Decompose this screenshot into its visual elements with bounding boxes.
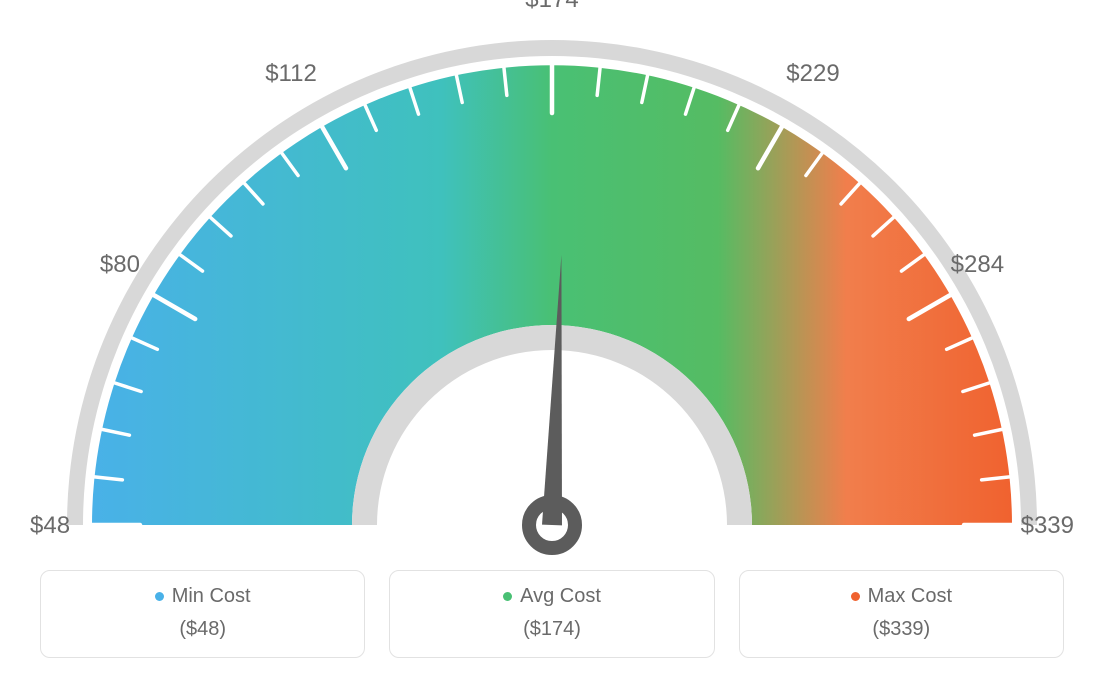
legend-card: Min Cost ($48) bbox=[40, 570, 365, 658]
legend-bullet-icon bbox=[155, 592, 164, 601]
gauge-tick-label: $284 bbox=[951, 251, 1004, 278]
gauge-tick-label: $229 bbox=[786, 60, 839, 87]
legend-row: Min Cost ($48) Avg Cost ($174) Max Cost ($339… bbox=[0, 570, 1104, 658]
legend-card: Avg Cost ($174) bbox=[389, 570, 714, 658]
legend-value: ($339) bbox=[740, 618, 1063, 641]
gauge-tick-label: $174 bbox=[525, 0, 578, 13]
gauge-tick-label: $80 bbox=[100, 251, 140, 278]
legend-label: Min Cost bbox=[172, 585, 251, 608]
gauge-chart: $48 $80 $112 $174 $229 $284 $339 bbox=[0, 0, 1104, 560]
legend-title: Avg Cost bbox=[503, 585, 601, 608]
legend-value: ($48) bbox=[41, 618, 364, 641]
gauge-region: $48 $80 $112 $174 $229 $284 $339 bbox=[0, 0, 1104, 560]
gauge-tick-label: $48 bbox=[30, 512, 70, 539]
legend-bullet-icon bbox=[851, 592, 860, 601]
cost-gauge-container: $48 $80 $112 $174 $229 $284 $339 Min Cost ($48)… bbox=[0, 0, 1104, 690]
gauge-tick-label: $339 bbox=[1021, 512, 1074, 539]
gauge-tick-label: $112 bbox=[265, 60, 317, 87]
legend-title: Max Cost bbox=[851, 585, 952, 608]
legend-title: Min Cost bbox=[155, 585, 251, 608]
legend-bullet-icon bbox=[503, 592, 512, 601]
legend-value: ($174) bbox=[390, 618, 713, 641]
legend-label: Avg Cost bbox=[520, 585, 601, 608]
legend-card: Max Cost ($339) bbox=[739, 570, 1064, 658]
legend-label: Max Cost bbox=[868, 585, 952, 608]
